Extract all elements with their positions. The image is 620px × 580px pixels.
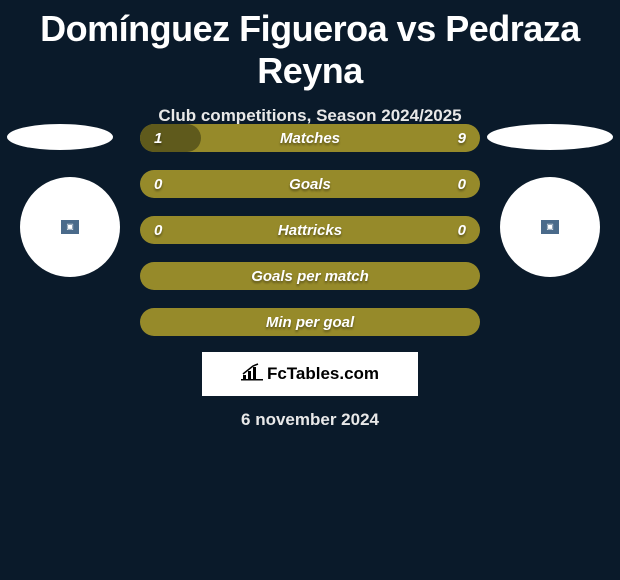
stat-label: Goals xyxy=(289,176,331,193)
placeholder-icon: ▣ xyxy=(541,220,559,234)
stat-bar-min-per-goal: Min per goal xyxy=(140,308,480,336)
stat-right-value: 9 xyxy=(458,130,466,147)
stat-bar-goals: 0 Goals 0 xyxy=(140,170,480,198)
placeholder-icon: ▣ xyxy=(61,220,79,234)
player-right-avatar: ▣ xyxy=(500,177,600,277)
stat-right-value: 0 xyxy=(458,222,466,239)
stat-label: Goals per match xyxy=(251,268,369,285)
stat-bar-fill xyxy=(140,124,201,152)
stat-bar-matches: 1 Matches 9 xyxy=(140,124,480,152)
stat-left-value: 1 xyxy=(154,130,162,147)
attribution-text: FcTables.com xyxy=(267,364,379,384)
stat-label: Hattricks xyxy=(278,222,342,239)
stat-left-value: 0 xyxy=(154,176,162,193)
attribution-badge: FcTables.com xyxy=(202,352,418,396)
subtitle: Club competitions, Season 2024/2025 xyxy=(0,106,620,126)
chart-icon xyxy=(241,363,263,386)
stat-bar-goals-per-match: Goals per match xyxy=(140,262,480,290)
page-title: Domínguez Figueroa vs Pedraza Reyna xyxy=(0,0,620,92)
player-right-marker xyxy=(487,124,613,150)
stat-label: Matches xyxy=(280,130,340,147)
player-left-avatar: ▣ xyxy=(20,177,120,277)
player-left-marker xyxy=(7,124,113,150)
stat-bar-hattricks: 0 Hattricks 0 xyxy=(140,216,480,244)
stat-left-value: 0 xyxy=(154,222,162,239)
date-label: 6 november 2024 xyxy=(0,410,620,430)
stat-label: Min per goal xyxy=(266,314,354,331)
stat-right-value: 0 xyxy=(458,176,466,193)
